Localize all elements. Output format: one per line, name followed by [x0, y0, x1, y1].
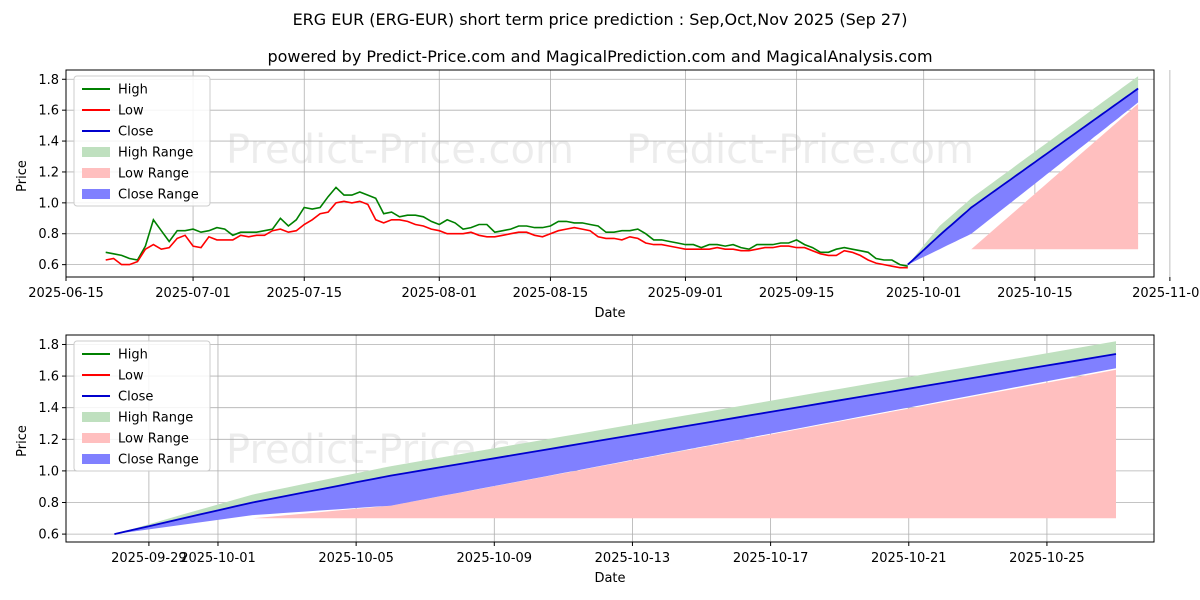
top-close-forecast-line [907, 87, 1139, 266]
bottom-close-range-band [114, 354, 1116, 535]
bottom-legend-high-label: High [118, 348, 148, 363]
bottom-xtick-label-6: 2025-10-21 [871, 551, 947, 566]
top-ytick-label-4: 1.4 [38, 135, 59, 150]
top-xtick-label-1: 2025-07-01 [155, 286, 231, 301]
top-panel: Predict-Price.com Predict-Price.com 0.60… [15, 69, 1200, 321]
top-grid [65, 70, 1171, 277]
bottom-axes-frame [65, 334, 1155, 543]
top-series [105, 76, 1139, 269]
top-close-range-band [907, 88, 1139, 265]
top-ytick-label-0: 0.6 [38, 258, 59, 273]
bottom-ylabel: Price [15, 425, 30, 457]
bottom-legend-high-range-label: High Range [118, 411, 193, 426]
bottom-ytick-label-5: 1.6 [38, 370, 59, 385]
bottom-ticks: 0.60.81.01.21.41.61.82025-09-292025-10-0… [38, 338, 1084, 566]
top-xtick-label-5: 2025-09-01 [648, 286, 724, 301]
top-xlabel: Date [594, 306, 625, 321]
bottom-low-range-band [114, 369, 1116, 535]
top-legend-low-range-label: Low Range [118, 167, 189, 182]
top-axes-frame [65, 69, 1155, 278]
top-high-history-line [105, 186, 908, 267]
bottom-ytick-label-0: 0.6 [38, 528, 59, 543]
top-xtick-label-4: 2025-08-15 [513, 286, 589, 301]
bottom-legend-low-range-label: Low Range [118, 432, 189, 447]
top-legend-close-range-swatch [82, 189, 110, 199]
top-legend: High Low Close High Range Low Range Close Ran… [73, 75, 211, 207]
bottom-legend: High Low Close High Range Low Range Close Ran… [73, 340, 211, 472]
bottom-legend-close-range-swatch [82, 454, 110, 464]
bottom-legend-high-range-swatch [82, 412, 110, 422]
top-legend-high-range-label: High Range [118, 146, 193, 161]
top-ytick-label-3: 1.2 [38, 165, 59, 180]
top-xtick-label-8: 2025-10-15 [997, 286, 1073, 301]
bottom-legend-close-range-label: Close Range [118, 453, 199, 468]
top-legend-low-range-swatch [82, 168, 110, 178]
bottom-legend-low-label: Low [118, 369, 144, 384]
top-ytick-label-2: 1.0 [38, 196, 59, 211]
chart-subtitle: powered by Predict-Price.com and Magical… [267, 47, 932, 66]
bottom-panel: Predict-Price.com Predict-Price.com 0.60… [15, 334, 1155, 586]
top-legend-high-range-swatch [82, 147, 110, 157]
bottom-xtick-label-4: 2025-10-13 [595, 551, 671, 566]
top-ytick-label-5: 1.6 [38, 104, 59, 119]
bottom-ytick-label-6: 1.8 [38, 338, 59, 353]
top-xtick-label-2: 2025-07-15 [266, 286, 342, 301]
bottom-xtick-label-3: 2025-10-09 [457, 551, 533, 566]
bottom-xtick-label-1: 2025-10-01 [180, 551, 256, 566]
bottom-xtick-label-2: 2025-10-05 [318, 551, 394, 566]
bottom-close-forecast-line [114, 353, 1117, 535]
top-legend-close-range-label: Close Range [118, 188, 199, 203]
top-legend-low-label: Low [118, 104, 144, 119]
top-xtick-label-0: 2025-06-15 [28, 286, 104, 301]
bottom-ytick-label-3: 1.2 [38, 433, 59, 448]
bottom-ytick-label-1: 0.8 [38, 496, 59, 511]
top-xtick-label-9: 2025-11-01 [1132, 286, 1200, 301]
top-xtick-label-7: 2025-10-01 [886, 286, 962, 301]
bottom-legend-low-range-swatch [82, 433, 110, 443]
chart-title: ERG EUR (ERG-EUR) short term price predi… [293, 10, 908, 29]
bottom-ytick-label-4: 1.4 [38, 401, 59, 416]
top-low-history-line [105, 200, 908, 269]
bottom-xtick-label-7: 2025-10-25 [1009, 551, 1085, 566]
top-low-range-band [907, 104, 1139, 265]
top-ytick-label-1: 0.8 [38, 227, 59, 242]
bottom-xtick-label-0: 2025-09-29 [111, 551, 187, 566]
top-watermark-right: Predict-Price.com [626, 127, 974, 173]
bottom-ytick-label-2: 1.0 [38, 464, 59, 479]
bottom-xtick-label-5: 2025-10-17 [733, 551, 809, 566]
top-watermark-left: Predict-Price.com [226, 127, 574, 173]
top-legend-close-label: Close [118, 125, 153, 140]
bottom-legend-close-label: Close [118, 390, 153, 405]
top-xtick-label-6: 2025-09-15 [759, 286, 835, 301]
top-ytick-label-6: 1.8 [38, 73, 59, 88]
top-legend-high-label: High [118, 83, 148, 98]
top-ylabel: Price [15, 160, 30, 192]
bottom-series [114, 341, 1117, 535]
top-ticks: 0.6 0.8 1.0 1.2 1.4 1.6 1.8 2025-06-15 2025-07-0… [28, 73, 1200, 301]
top-xtick-label-3: 2025-08-01 [401, 286, 477, 301]
bottom-xlabel: Date [594, 571, 625, 586]
